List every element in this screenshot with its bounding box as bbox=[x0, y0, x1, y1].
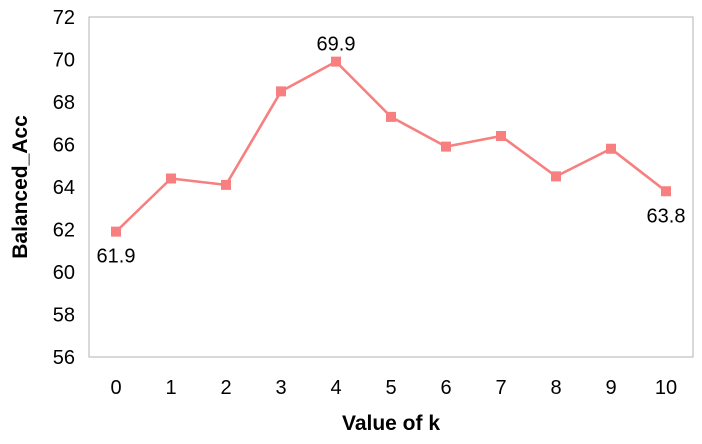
x-tick-label: 0 bbox=[110, 377, 121, 399]
x-tick-label: 10 bbox=[655, 377, 677, 399]
y-tick-label: 62 bbox=[53, 220, 75, 242]
x-tick-label: 1 bbox=[165, 377, 176, 399]
y-tick-label: 72 bbox=[53, 7, 75, 29]
data-point-marker bbox=[331, 56, 341, 67]
x-axis-title: Value of k bbox=[342, 412, 440, 435]
y-tick-label: 58 bbox=[53, 305, 75, 327]
data-point-marker bbox=[606, 143, 616, 154]
data-point-marker bbox=[111, 226, 121, 237]
data-point-marker bbox=[276, 86, 286, 97]
x-tick-label: 2 bbox=[220, 377, 231, 399]
data-point-marker bbox=[441, 141, 451, 152]
y-axis-ticks: 56 58 60 62 64 66 68 70 72 bbox=[53, 7, 75, 369]
x-tick-label: 4 bbox=[330, 377, 341, 399]
data-point-marker bbox=[661, 186, 671, 197]
data-label: 63.8 bbox=[647, 205, 686, 227]
data-point-marker bbox=[166, 173, 176, 184]
x-tick-label: 7 bbox=[495, 377, 506, 399]
data-point-marker bbox=[221, 179, 231, 190]
data-label: 61.9 bbox=[97, 246, 136, 268]
y-tick-label: 66 bbox=[53, 135, 75, 157]
x-tick-label: 9 bbox=[605, 377, 616, 399]
data-point-marker bbox=[496, 131, 506, 141]
data-point-marker bbox=[551, 171, 561, 182]
y-axis-title: Balanced_Acc bbox=[9, 115, 32, 259]
y-tick-label: 70 bbox=[53, 50, 75, 72]
series-layer bbox=[111, 56, 671, 237]
data-label: 69.9 bbox=[317, 34, 356, 56]
y-tick-label: 68 bbox=[53, 92, 75, 114]
y-tick-label: 60 bbox=[53, 262, 75, 284]
data-point-marker bbox=[386, 111, 396, 122]
x-axis-ticks: 0 1 2 3 4 5 6 7 8 9 10 bbox=[110, 377, 677, 399]
x-tick-label: 5 bbox=[385, 377, 396, 399]
x-tick-label: 8 bbox=[550, 377, 561, 399]
y-tick-label: 56 bbox=[53, 347, 75, 369]
y-tick-label: 64 bbox=[53, 177, 75, 199]
series-line bbox=[114, 60, 668, 233]
x-tick-label: 6 bbox=[440, 377, 451, 399]
plot-area-frame bbox=[88, 16, 694, 358]
data-label-layer: 61.9 69.9 63.8 bbox=[97, 34, 686, 268]
x-tick-label: 3 bbox=[275, 377, 286, 399]
